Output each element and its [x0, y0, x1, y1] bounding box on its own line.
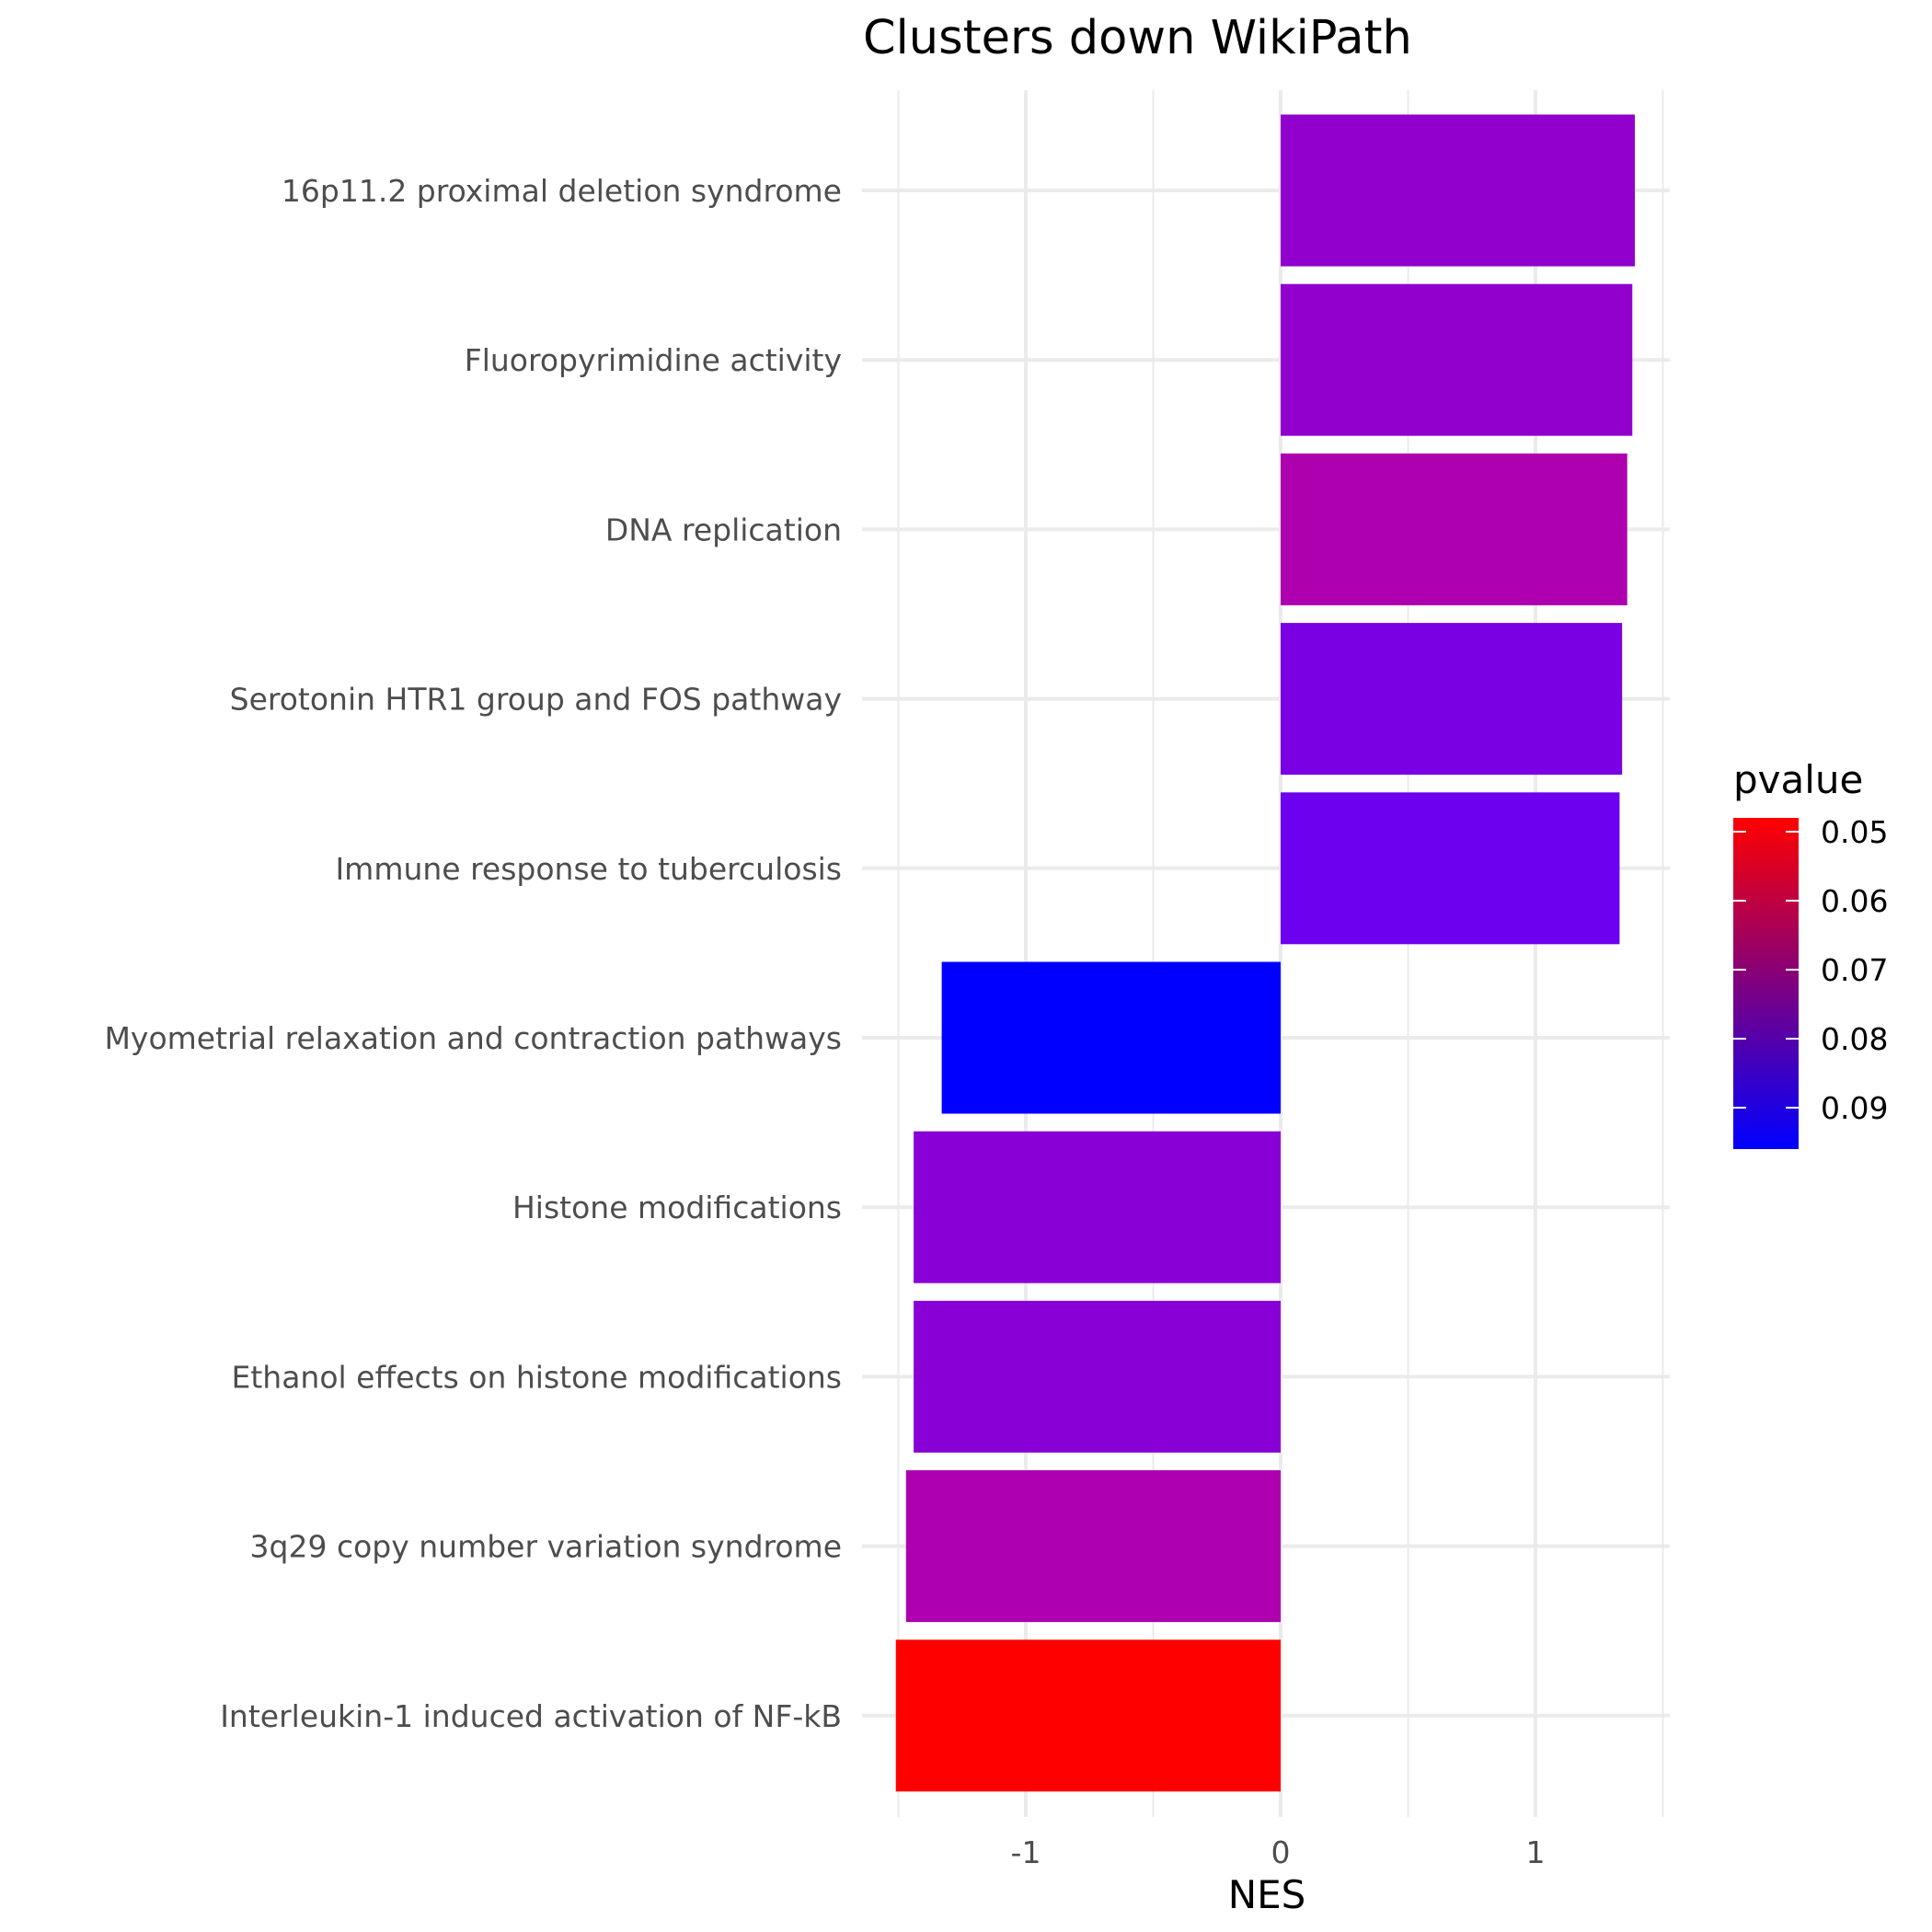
chart-title: Clusters down WikiPath [863, 11, 1412, 65]
category-label: Myometrial relaxation and contraction pa… [104, 1020, 842, 1056]
category-label: Serotonin HTR1 group and FOS pathway [230, 682, 842, 718]
legend-ticks: 0.05 0.06 0.07 0.08 0.09 [1733, 814, 1888, 1126]
legend-title: pvalue [1733, 757, 1863, 802]
bar [895, 1639, 1281, 1792]
x-axis-title: NES [1228, 1872, 1306, 1917]
x-tick-label: 0 [1271, 1834, 1291, 1870]
bar [1281, 283, 1633, 436]
legend-tick-label: 0.08 [1821, 1021, 1888, 1057]
category-label: Interleukin-1 induced activation of NF-k… [220, 1698, 842, 1734]
category-label: 3q29 copy number variation syndrome [250, 1529, 842, 1565]
legend-tick-label: 0.06 [1821, 883, 1888, 919]
bar [1281, 623, 1623, 776]
category-labels: 16p11.2 proximal deletion syndrome Fluoro… [104, 173, 842, 1734]
legend: pvalue 0.05 0.06 0.07 0.08 0.09 [1733, 757, 1888, 1149]
category-label: Fluoropyrimidine activity [465, 342, 842, 378]
bar [941, 961, 1281, 1114]
bar [1281, 453, 1627, 605]
x-tick-label: 1 [1526, 1834, 1546, 1870]
category-label: DNA replication [605, 512, 842, 547]
legend-tick-label: 0.09 [1821, 1090, 1888, 1126]
bar [914, 1131, 1281, 1283]
bar [914, 1300, 1281, 1453]
bars [895, 114, 1636, 1792]
category-label: Ethanol effects on histone modifications [231, 1359, 842, 1395]
legend-tick-label: 0.05 [1821, 814, 1888, 850]
bar [1281, 792, 1620, 945]
x-tick-label: -1 [1011, 1834, 1041, 1870]
bar [1281, 114, 1636, 267]
category-label: Histone modifications [512, 1190, 842, 1225]
x-tick-labels: -1 0 1 [1011, 1834, 1546, 1870]
category-label: 16p11.2 proximal deletion syndrome [282, 173, 842, 209]
legend-colorbar [1733, 818, 1799, 1149]
bar [905, 1470, 1281, 1623]
legend-tick-label: 0.07 [1821, 952, 1888, 988]
category-label: Immune response to tuberculosis [335, 851, 842, 887]
